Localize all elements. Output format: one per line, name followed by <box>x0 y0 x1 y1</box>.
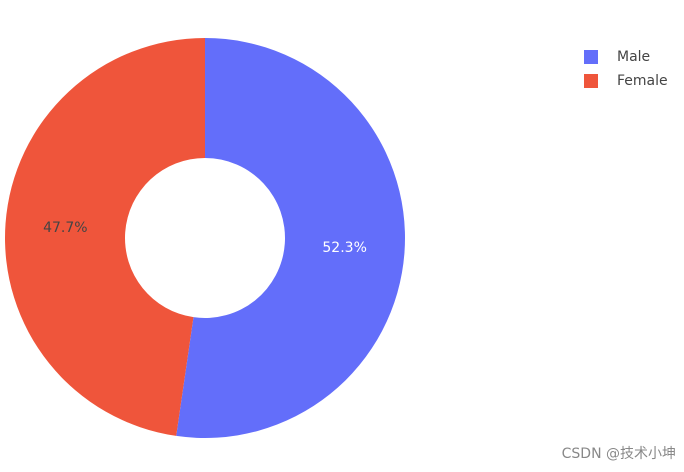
legend-swatch[interactable] <box>584 74 598 88</box>
legend-label[interactable]: Male <box>617 49 650 65</box>
slice-label: 47.7% <box>43 220 87 236</box>
legend-label[interactable]: Female <box>617 73 668 89</box>
watermark: CSDN @技术小坤 <box>562 446 676 462</box>
pie-slice <box>4 38 205 436</box>
legend-swatch[interactable] <box>584 50 598 64</box>
slice-label: 52.3% <box>322 240 366 256</box>
pie-slice <box>176 38 405 438</box>
